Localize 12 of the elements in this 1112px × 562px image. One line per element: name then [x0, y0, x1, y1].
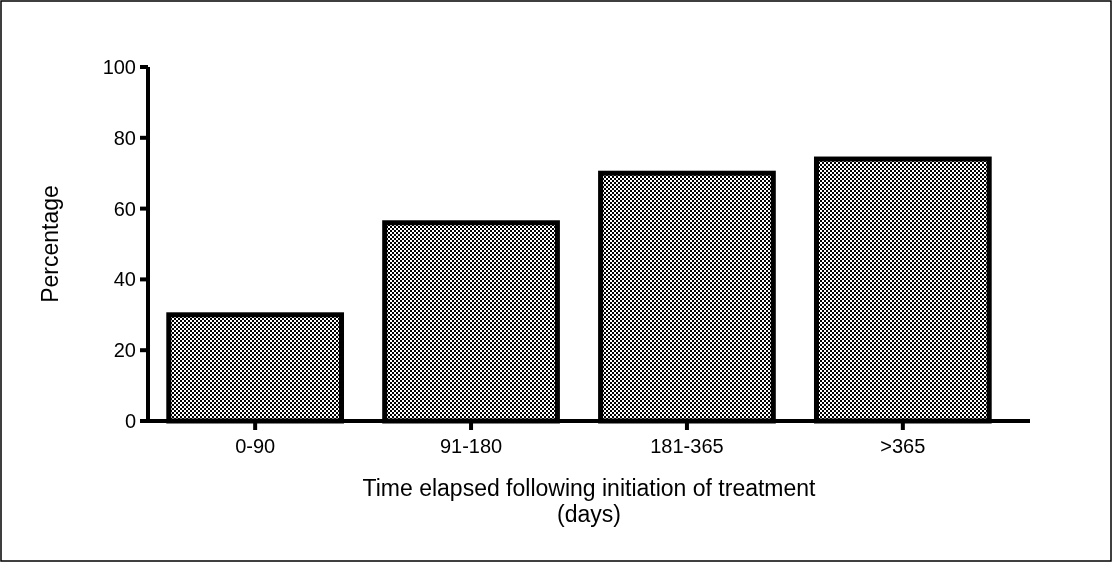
y-tick-label: 0: [124, 410, 136, 432]
x-tick-label: 91-180: [439, 435, 503, 457]
y-tick-label: 80: [113, 126, 136, 149]
x-tick-label: 0-90: [235, 435, 276, 457]
x-tick-label: 181-365: [650, 435, 724, 457]
y-tick-label: 60: [113, 197, 136, 220]
x-axis-title: Time elapsed following initiation of treatment (days): [362, 475, 817, 527]
x-tick-label: >365: [880, 435, 926, 457]
y-tick-label: 100: [102, 56, 136, 78]
y-tick-label: 20: [113, 339, 136, 362]
y-tick-label: 40: [113, 268, 136, 291]
y-axis-title: Percentage: [37, 185, 63, 303]
